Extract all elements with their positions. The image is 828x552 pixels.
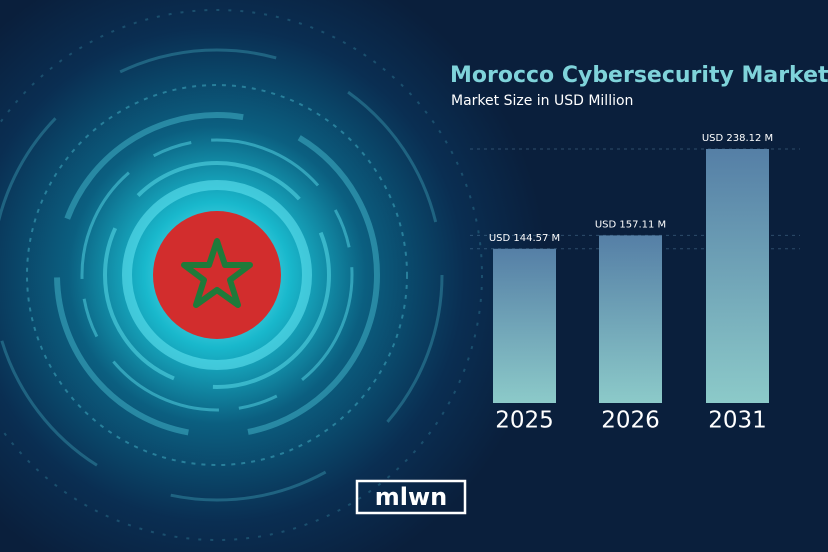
rings bbox=[0, 9, 483, 541]
value-label: USD 157.11 M bbox=[595, 219, 666, 230]
bar bbox=[493, 248, 556, 403]
logo: mlwn bbox=[375, 483, 448, 511]
x-tick-label: 2031 bbox=[708, 408, 767, 434]
bar bbox=[706, 149, 769, 403]
x-tick-label: 2025 bbox=[495, 408, 554, 434]
logo-frame bbox=[355, 479, 467, 515]
x-tick-label: 2026 bbox=[601, 408, 660, 434]
bar bbox=[599, 235, 662, 403]
bars: USD 144.57 M 2025 USD 157.11 M 2026 USD 238.… bbox=[470, 133, 800, 434]
chart-title: Morocco Cybersecurity Market bbox=[450, 63, 828, 88]
value-label: USD 144.57 M bbox=[489, 233, 560, 244]
value-label: USD 238.12 M bbox=[702, 133, 773, 144]
chart-subtitle: Market Size in USD Million bbox=[451, 93, 633, 109]
flag bbox=[153, 211, 281, 339]
flag-star bbox=[181, 238, 253, 308]
